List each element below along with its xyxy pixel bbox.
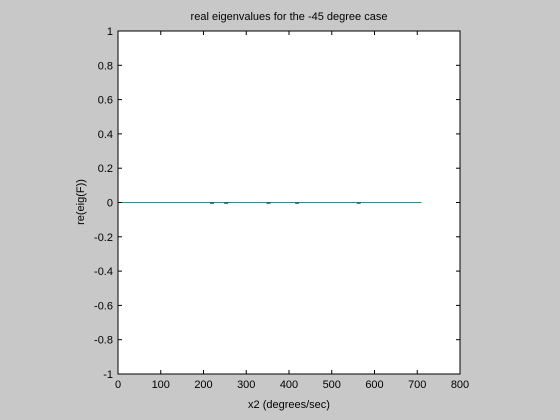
x-tick-label: 300 — [237, 379, 255, 391]
y-tick-label: 0.4 — [98, 129, 113, 141]
y-tick-label: -0.4 — [94, 266, 113, 278]
y-tick-label: -0.8 — [94, 335, 113, 347]
x-tick-label: 100 — [152, 379, 170, 391]
y-tick-label: -0.2 — [94, 232, 113, 244]
labels-layer: 0 100 200 300 400 500 600 700 800 -1 -0.8 -0.6 -0.4 -… — [94, 26, 469, 391]
x-tick-label: 500 — [323, 379, 341, 391]
chart-title: real eigenvalues for the -45 degree case — [191, 11, 388, 23]
x-axis-label: x2 (degrees/sec) — [248, 399, 330, 411]
y-tick-label: 0.6 — [98, 95, 113, 107]
x-tick-label: 800 — [451, 379, 469, 391]
ticks-layer — [117, 30, 461, 375]
y-tick-label: 0.8 — [98, 60, 113, 72]
y-axis-label: re(eig(F)) — [75, 179, 87, 225]
x-tick-label: 700 — [408, 379, 426, 391]
x-tick-label: 600 — [365, 379, 383, 391]
x-tick-label: 0 — [115, 379, 121, 391]
x-tick-label: 200 — [194, 379, 212, 391]
y-tick-label: 1 — [107, 26, 113, 38]
x-tick-label: 400 — [280, 379, 298, 391]
y-tick-label: -0.6 — [94, 300, 113, 312]
series-layer — [118, 202, 422, 204]
y-tick-label: 0.2 — [98, 163, 113, 175]
y-tick-label: -1 — [103, 369, 113, 381]
y-tick-label: 0 — [107, 198, 113, 210]
